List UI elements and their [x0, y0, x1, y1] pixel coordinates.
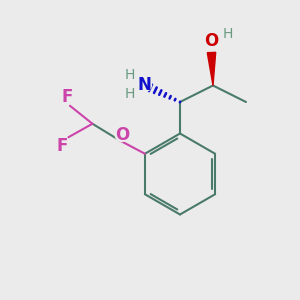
Text: N: N: [138, 76, 152, 94]
Polygon shape: [207, 52, 216, 86]
Circle shape: [125, 70, 135, 80]
Text: O: O: [204, 32, 219, 50]
Text: F: F: [56, 137, 68, 155]
Text: O: O: [115, 126, 129, 144]
Circle shape: [61, 91, 73, 103]
Circle shape: [125, 90, 135, 99]
Circle shape: [223, 28, 233, 39]
Circle shape: [115, 128, 128, 141]
Circle shape: [138, 78, 152, 92]
Text: H: H: [223, 27, 233, 41]
Text: H: H: [125, 68, 135, 82]
Circle shape: [56, 140, 68, 152]
Text: F: F: [61, 88, 73, 106]
Text: H: H: [125, 88, 135, 101]
Circle shape: [205, 34, 218, 48]
